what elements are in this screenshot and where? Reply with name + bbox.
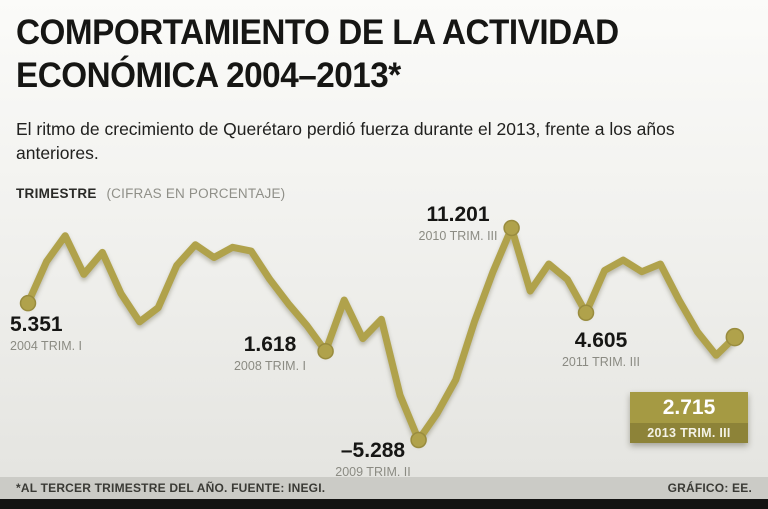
- bottom-dark-bar: [0, 499, 768, 509]
- page-subtitle: El ritmo de crecimiento de Querétaro per…: [16, 119, 675, 163]
- page-title: COMPORTAMIENTO DE LA ACTIVIDAD ECONÓMICA…: [16, 12, 719, 97]
- page-title-line2: ECONÓMICA 2004–2013*: [16, 55, 401, 95]
- data-point-marker: [577, 304, 595, 322]
- annotation-2011-trim-iii: 4.605 2011 TRIM. III: [545, 329, 657, 370]
- annotation-value: –5.288: [340, 439, 406, 462]
- data-point-marker: [725, 327, 745, 347]
- annotation-caption: 2013 TRIM. III: [630, 423, 748, 443]
- page-title-line1: COMPORTAMIENTO DE LA ACTIVIDAD: [16, 13, 619, 52]
- data-point-marker: [503, 219, 520, 237]
- footer-source-note: *AL TERCER TRIMESTRE DEL AÑO. FUENTE: IN…: [16, 481, 326, 495]
- annotation-value: 4.605: [574, 329, 628, 352]
- annotation-2004-trim-i: 5.351 2004 TRIM. I: [10, 313, 100, 354]
- annotation-caption: 2008 TRIM. I: [233, 359, 307, 374]
- annotation-value: 1.618: [243, 333, 297, 356]
- footer-bar: *AL TERCER TRIMESTRE DEL AÑO. FUENTE: IN…: [0, 477, 768, 499]
- annotation-2010-trim-iii: 11.201 2010 TRIM. III: [401, 203, 515, 244]
- annotation-caption: 2004 TRIM. I: [10, 339, 83, 354]
- annotation-value: 2.715: [630, 392, 748, 423]
- data-point-marker: [410, 431, 427, 449]
- axis-label: TRIMESTRE: [16, 186, 97, 201]
- data-point-marker: [19, 294, 37, 312]
- annotation-value: 11.201: [426, 203, 490, 226]
- annotation-2009-trim-ii: –5.288 2009 TRIM. II: [317, 439, 429, 480]
- footer-credit: GRÁFICO: EE.: [667, 481, 752, 495]
- annotation-caption: 2009 TRIM. II: [335, 465, 411, 480]
- annotation-caption: 2011 TRIM. III: [561, 355, 641, 370]
- activity-line-chart: [19, 219, 745, 449]
- axis-units: (CIFRAS EN PORCENTAJE): [106, 186, 286, 201]
- axis-note: TRIMESTRE (CIFRAS EN PORCENTAJE): [16, 186, 285, 201]
- annotation-value: 5.351: [10, 313, 63, 336]
- annotation-2013-trim-iii-badge: 2.715 2013 TRIM. III: [630, 392, 748, 443]
- annotation-2008-trim-i: 1.618 2008 TRIM. I: [220, 333, 320, 374]
- annotation-caption: 2010 TRIM. III: [418, 229, 498, 244]
- data-point-marker: [317, 342, 334, 360]
- activity-line: [24, 224, 739, 444]
